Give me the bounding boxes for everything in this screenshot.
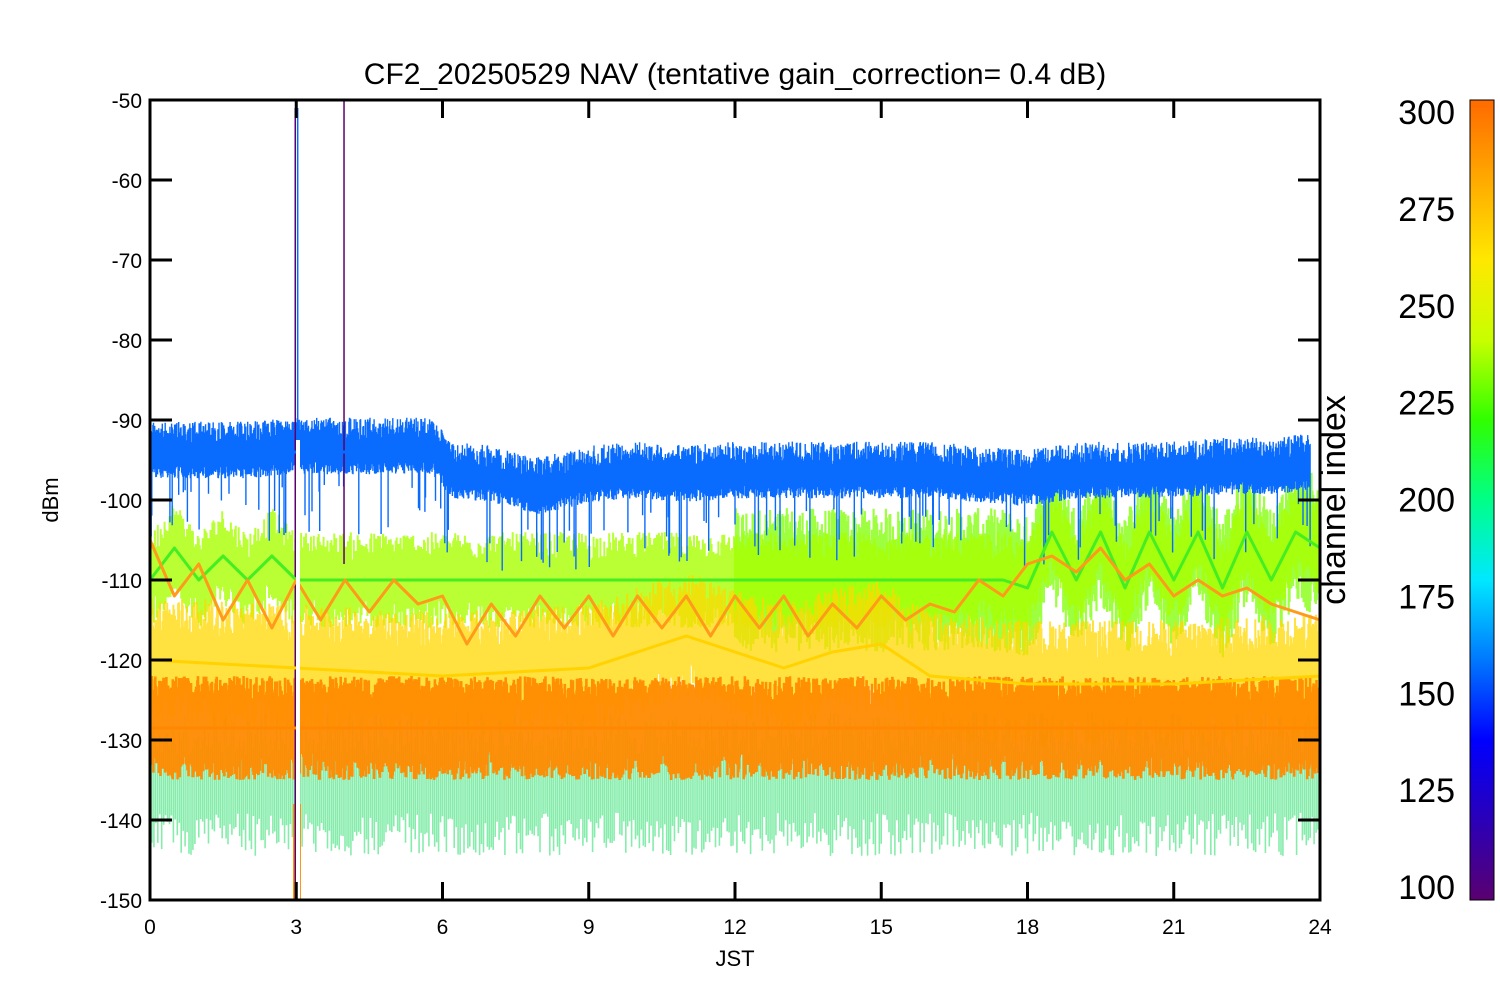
x-tick-label: 18 [1016,916,1039,939]
series-lines [150,450,1320,730]
colorbar-ticks: 300 275 250 225 200 175 150 125 100 [1398,94,1455,907]
colorbar-tick-label: 200 [1398,482,1455,520]
x-axis-ticks: 0 3 6 9 12 15 18 21 24 [144,100,1332,939]
y-tick-label: -120 [100,650,142,673]
x-tick-label: 12 [723,916,746,939]
y-tick-label: -70 [112,250,142,273]
y-tick-label: -150 [100,890,142,913]
x-tick-label: 0 [144,916,156,939]
noise-bands [150,417,1320,856]
y-tick-label: -100 [100,490,142,513]
colorbar-tick-label: 275 [1398,191,1455,229]
x-tick-label: 21 [1162,916,1185,939]
colorbar-tick-label: 150 [1398,675,1455,713]
colorbar-tick-label: 225 [1398,385,1455,423]
colorbar-tick-label: 250 [1398,288,1455,326]
y-tick-label: -140 [100,810,142,833]
series-line-channel-285 [150,539,1320,646]
y-tick-label: -80 [112,330,142,353]
x-tick-label: 6 [437,916,449,939]
x-tick-label: 9 [583,916,595,939]
data-gap [296,440,300,900]
y-axis-ticks: -50 -60 -70 -80 -90 -100 -110 -120 -130 -140 -150 [100,90,1320,913]
x-tick-label: 24 [1308,916,1332,939]
chart-title: CF2_20250529 NAV (tentative gain_correct… [364,58,1106,91]
colorbar [1469,99,1495,901]
y-tick-label: -50 [112,90,142,113]
colorbar-tick-label: 175 [1398,578,1455,616]
colorbar-label: channel index [1315,395,1353,605]
x-tick-label: 15 [870,916,893,939]
series-line-channel-275 [150,634,1320,686]
colorbar-tick-label: 100 [1398,869,1455,907]
y-axis-label: dBm [38,477,63,522]
x-axis-label: JST [715,946,754,971]
y-tick-label: -90 [112,410,142,433]
plot-area [150,100,1320,900]
series-line-channel-150 [150,450,1311,494]
y-tick-label: -60 [112,170,142,193]
x-tick-label: 3 [290,916,302,939]
y-tick-label: -130 [100,730,142,753]
colorbar-tick-label: 300 [1398,94,1455,132]
noise-band-4 [150,712,1320,856]
colorbar-tick-label: 125 [1398,772,1455,810]
series-line-channel-240 [150,530,1320,590]
y-tick-label: -110 [102,570,142,593]
